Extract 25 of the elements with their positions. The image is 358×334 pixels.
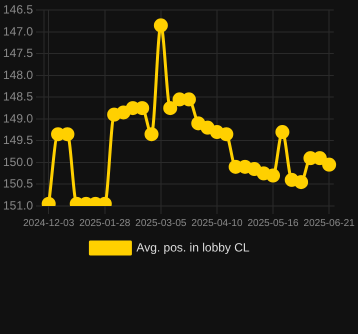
point [294,175,308,190]
point [266,168,280,183]
x-tick-label: 2024-12-03 [23,218,75,229]
point [144,127,159,142]
point [163,101,178,116]
x-tick-label: 2025-05-16 [247,218,300,229]
y-tick-label: 150.0 [3,154,34,169]
point [275,125,290,140]
y-tick-label: 151.0 [3,198,34,212]
legend-label: Avg. pos. in lobby CL [136,240,250,254]
y-tick-label: 147.0 [3,24,34,38]
y-tick-label: 150.5 [3,176,34,191]
x-tick-label: 2025-01-28 [79,218,131,229]
x-tick-label: 2025-04-10 [191,218,243,229]
y-tick-label: 149.0 [3,111,34,126]
y-tick-label: 149.5 [3,133,34,148]
x-tick-label: 2025-06-21 [304,218,356,229]
y-tick-label: 147.5 [3,46,34,60]
point [154,18,168,32]
point [219,127,234,142]
y-tick-label: 148.0 [3,68,34,82]
point [322,158,336,172]
x-tick-label: 2025-03-05 [135,218,187,229]
y-tick-label: 148.5 [3,90,34,104]
y-tick-label: 146.5 [3,2,34,17]
